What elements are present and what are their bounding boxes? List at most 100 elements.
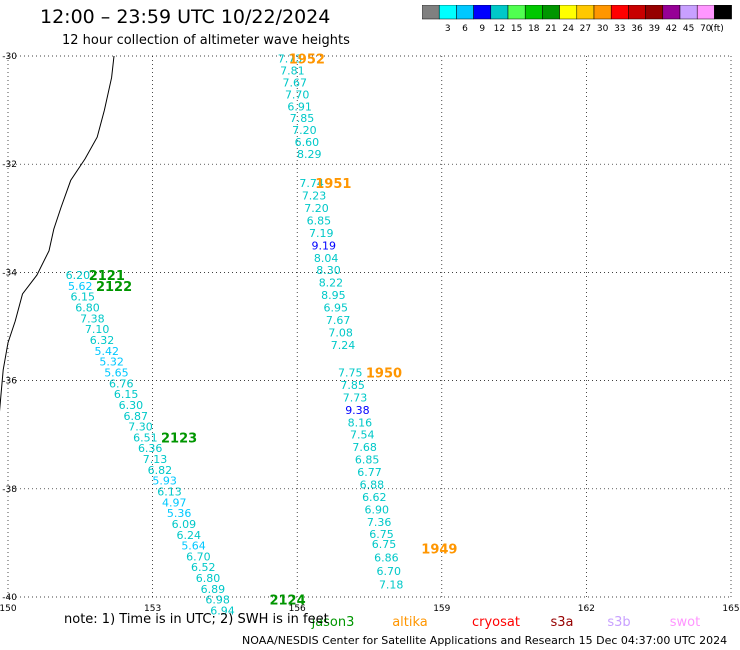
wave-height-value: 7.67 bbox=[283, 77, 308, 90]
wave-height-value: 6.09 bbox=[172, 518, 197, 531]
color-scale-label: 27 bbox=[580, 24, 591, 34]
wave-height-value: 5.32 bbox=[99, 356, 124, 369]
wave-height-value: 7.75 bbox=[338, 366, 363, 379]
wave-height-value: 5.62 bbox=[68, 280, 93, 293]
wave-height-value: 6.95 bbox=[324, 302, 349, 315]
wave-height-value: 6.60 bbox=[295, 136, 320, 149]
color-scale-label: 36 bbox=[631, 24, 643, 34]
wave-height-value: 7.18 bbox=[379, 579, 404, 592]
page-subtitle: 12 hour collection of altimeter wave hei… bbox=[62, 33, 350, 48]
credit-line: NOAA/NESDIS Center for Satellite Applica… bbox=[242, 634, 728, 647]
wave-height-value: 8.04 bbox=[314, 252, 339, 265]
latitude-tick-label: -34 bbox=[2, 268, 17, 278]
color-scale-unit: (ft) bbox=[710, 24, 724, 34]
pass-time-label: 2124 bbox=[269, 594, 305, 609]
wave-height-value: 6.75 bbox=[369, 528, 394, 541]
wave-height-value: 6.20 bbox=[66, 269, 91, 282]
wave-height-value: 7.85 bbox=[290, 112, 315, 125]
wave-height-value: 7.74 bbox=[299, 177, 324, 190]
wave-height-value: 6.32 bbox=[90, 334, 115, 347]
wave-height-value: 7.67 bbox=[326, 314, 351, 327]
wave-height-value: 7.08 bbox=[328, 326, 353, 339]
color-scale-label: 6 bbox=[462, 24, 468, 34]
wave-height-value: 7.20 bbox=[292, 124, 317, 137]
color-scale-label: 9 bbox=[479, 24, 485, 34]
pass-time-label: 1951 bbox=[315, 177, 351, 192]
page-title: 12:00 – 23:59 UTC 10/22/2024 bbox=[40, 6, 331, 28]
wave-height-value: 6.51 bbox=[133, 431, 158, 444]
wave-height-value: 7.68 bbox=[352, 441, 377, 454]
wave-height-value: 8.30 bbox=[316, 264, 341, 277]
longitude-tick-label: 159 bbox=[433, 604, 450, 614]
wave-height-value: 7.30 bbox=[128, 421, 153, 434]
wave-height-value: 6.30 bbox=[119, 399, 144, 412]
wave-height-value: 7.24 bbox=[331, 339, 356, 352]
wave-height-value: 6.13 bbox=[157, 486, 182, 499]
wave-height-value: 9.19 bbox=[311, 239, 336, 252]
longitude-tick-label: 162 bbox=[578, 604, 595, 614]
coastline bbox=[0, 55, 115, 412]
wave-height-value: 6.82 bbox=[148, 464, 173, 477]
color-scale-label: 45 bbox=[683, 24, 694, 34]
longitude-tick-label: 150 bbox=[0, 604, 17, 614]
pass-time-label: 1950 bbox=[366, 366, 402, 381]
wave-height-value: 6.87 bbox=[123, 410, 148, 423]
satellite-legend-entry: swot bbox=[670, 615, 700, 630]
wave-height-value: 7.73 bbox=[343, 391, 368, 404]
color-scale-bar: 3 6 9 12 15 18 21 24 27 30 33 36 39 42 45 70(ft) bbox=[422, 5, 732, 34]
wave-height-value: 6.70 bbox=[377, 565, 402, 578]
wave-height-value: 8.16 bbox=[348, 416, 373, 429]
satellite-legend-entry: jason3 bbox=[311, 615, 355, 630]
wave-height-value: 8.95 bbox=[321, 289, 346, 302]
wave-height-value: 4.97 bbox=[162, 496, 187, 509]
wave-height-value: 6.77 bbox=[357, 466, 382, 479]
satellite-legend-entry: cryosat bbox=[472, 615, 520, 630]
latitude-tick-label: -36 bbox=[2, 377, 17, 387]
wave-height-value: 6.75 bbox=[372, 538, 397, 551]
pass-time-label: 2121 bbox=[89, 269, 125, 284]
wave-height-value: 5.64 bbox=[181, 540, 206, 553]
pass-time-label: 1949 bbox=[421, 542, 457, 557]
satellite-legend-entry: s3a bbox=[550, 615, 573, 630]
wave-height-value: 6.85 bbox=[307, 214, 332, 227]
latitude-tick-label: -30 bbox=[2, 52, 17, 62]
color-scale-label: 3 bbox=[445, 24, 451, 34]
wave-height-value: 7.23 bbox=[302, 190, 327, 203]
latitude-tick-label: -40 bbox=[2, 593, 17, 603]
color-scale-label: 70 bbox=[700, 24, 712, 34]
wave-height-value: 7.20 bbox=[304, 202, 329, 215]
wave-height-value: 6.76 bbox=[109, 377, 134, 390]
wave-height-value: 6.24 bbox=[177, 529, 202, 542]
wave-height-value: 5.36 bbox=[167, 507, 192, 520]
wave-height-value: 7.70 bbox=[285, 88, 310, 101]
latitude-tick-label: -38 bbox=[2, 485, 17, 495]
wave-height-value: 6.94 bbox=[210, 605, 235, 618]
wave-height-value: 6.89 bbox=[201, 583, 226, 596]
wave-height-value: 6.80 bbox=[75, 302, 100, 315]
wave-height-value: 6.70 bbox=[186, 550, 211, 563]
satellite-legend-entry: altika bbox=[392, 615, 428, 630]
wave-height-value: 7.36 bbox=[367, 516, 392, 529]
wave-height-value: 6.88 bbox=[360, 478, 385, 491]
wave-height-value: 7.13 bbox=[143, 453, 168, 466]
wave-height-value: 5.93 bbox=[152, 475, 177, 488]
wave-height-value: 6.90 bbox=[364, 503, 389, 516]
wave-height-value: 7.54 bbox=[350, 429, 375, 442]
color-scale-label: 39 bbox=[648, 24, 660, 34]
wave-height-value: 6.62 bbox=[362, 491, 387, 504]
wave-height-value: 6.98 bbox=[205, 594, 230, 607]
color-swatch bbox=[714, 5, 732, 20]
wave-height-value: 6.15 bbox=[70, 291, 95, 304]
wave-height-value: 8.29 bbox=[297, 148, 322, 161]
wave-height-value: 6.15 bbox=[114, 388, 139, 401]
wave-height-value: 6.91 bbox=[287, 100, 312, 113]
wave-height-value: 7.73 bbox=[278, 53, 303, 66]
wave-height-value: 7.85 bbox=[340, 379, 365, 392]
wave-height-value: 9.38 bbox=[345, 404, 370, 417]
wave-height-value: 7.38 bbox=[80, 312, 105, 325]
pass-time-label: 2122 bbox=[96, 280, 132, 295]
wave-height-value: 5.65 bbox=[104, 366, 129, 379]
pass-time-label: 1952 bbox=[289, 53, 325, 68]
wave-height-value: 8.22 bbox=[319, 277, 344, 290]
